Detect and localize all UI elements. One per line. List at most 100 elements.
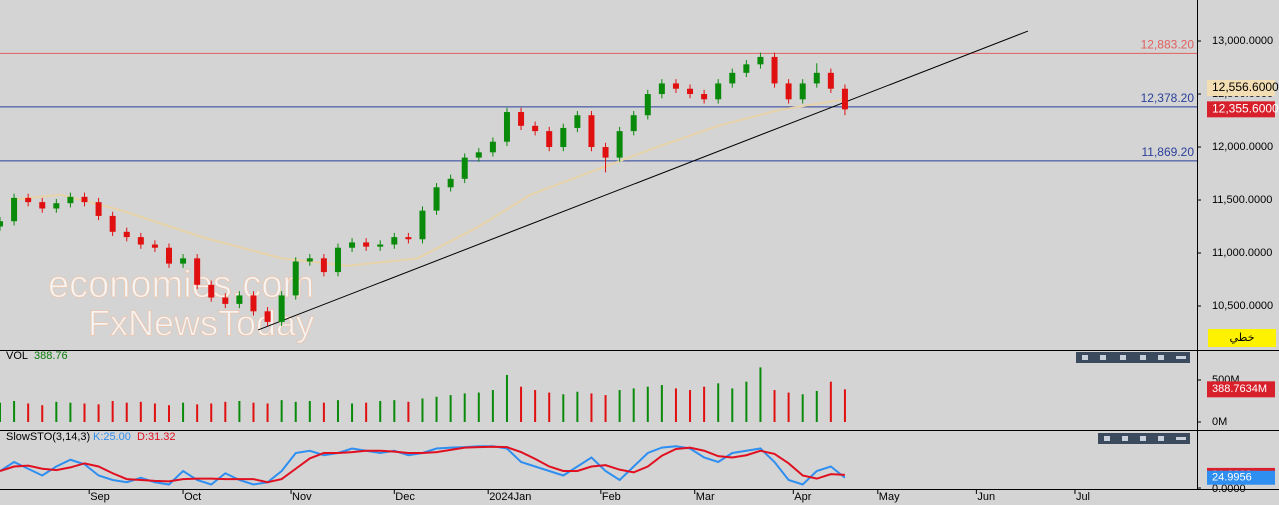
candle-body [39, 202, 46, 209]
volume-bar [27, 403, 30, 422]
volume-bar [266, 403, 269, 422]
candle-body [405, 237, 412, 240]
volume-bar [421, 398, 424, 422]
candle-body [264, 311, 271, 322]
candle-body [489, 141, 496, 153]
candle-body [250, 295, 257, 312]
volume-bar [196, 404, 199, 422]
candle-body [546, 131, 553, 148]
x-tick-label: Nov [292, 491, 312, 503]
stoch-tag-label: 24.9956 [1212, 472, 1252, 484]
volume-bar [13, 400, 16, 422]
volume-bar [520, 386, 523, 422]
candle-body [672, 83, 679, 89]
stoch-d: D:31.32 [137, 431, 176, 443]
stoch-k: K:25.00 [93, 431, 131, 443]
candle-body [433, 187, 440, 211]
y-tick-label: 11,500.0000 [1212, 194, 1272, 206]
volume-bar [449, 395, 452, 422]
volume-tick-label: 0M [1212, 416, 1227, 428]
candle-body [165, 247, 172, 264]
candle-body [461, 157, 468, 179]
candle-body [574, 115, 581, 128]
volume-bar [590, 393, 593, 422]
toolbar[interactable] [1076, 352, 1190, 363]
candle-body [194, 258, 201, 285]
candle-body [630, 115, 637, 132]
candle-body [419, 210, 426, 240]
volume-bar [801, 394, 804, 422]
candle-body [109, 215, 116, 232]
candle-body [278, 295, 285, 322]
candle-body [518, 112, 525, 126]
x-tick-label: Jul [1076, 491, 1090, 503]
volume-bar [703, 386, 706, 422]
candle-body [222, 297, 229, 304]
candle-body [841, 88, 848, 110]
volume-bar [294, 401, 297, 422]
volume-bar [534, 390, 537, 422]
x-tick-label: Oct [184, 491, 201, 503]
candle-body [560, 127, 567, 148]
candle-body [0, 221, 3, 227]
volume-bar [815, 390, 818, 422]
volume-bar [463, 393, 466, 422]
price-tag-label: 12,355.6000 [1212, 101, 1279, 115]
stoch-tag [1207, 470, 1275, 485]
volume-bar [829, 381, 832, 422]
volume-bar [41, 405, 44, 422]
candle-body [123, 231, 130, 238]
moving-average [9, 98, 846, 267]
y-tick-label: 13,000.0000 [1212, 35, 1273, 47]
volume-bar [787, 392, 790, 422]
mode-label[interactable]: خطي [1230, 332, 1255, 344]
x-tick-label: May [879, 491, 900, 503]
volume-bar [548, 392, 551, 422]
volume-bar [604, 395, 607, 422]
candle-body [363, 242, 370, 247]
volume-tag-label: 388.7634M [1212, 383, 1267, 395]
volume-bar [83, 403, 86, 422]
trendline [257, 30, 1029, 331]
volume-bar [379, 400, 382, 422]
volume-bar [731, 388, 734, 422]
volume-title: VOL [6, 350, 28, 362]
candle-body [292, 261, 299, 296]
candle-body [687, 88, 694, 95]
candle-body [616, 131, 623, 158]
volume-bar [505, 374, 508, 422]
volume-bar [252, 402, 255, 422]
volume-bar [139, 401, 142, 422]
candle-body [771, 56, 778, 84]
candle-body [391, 237, 398, 245]
candle-body [701, 94, 708, 100]
candle-body [813, 72, 820, 84]
stoch-tick-label: 0.0000 [1212, 483, 1246, 495]
volume-bar [351, 403, 354, 422]
volume-tag [1207, 381, 1275, 398]
volume-bar [689, 390, 692, 422]
y-tick-label: 11,000.0000 [1212, 247, 1272, 259]
volume-bar [238, 400, 241, 422]
volume-bar [97, 404, 100, 422]
volume-bar [491, 390, 494, 422]
candle-body [151, 244, 158, 248]
candle-body [827, 72, 834, 89]
price-tag [1207, 80, 1275, 97]
volume-bar [210, 403, 213, 422]
volume-bar [576, 391, 579, 422]
candle-body [377, 244, 384, 247]
volume-bar [646, 386, 649, 422]
volume-bar [618, 390, 621, 422]
x-tick-label: 2024Jan [489, 491, 531, 503]
price-tag-label: 12,556.6000 [1212, 80, 1279, 94]
candle-body [743, 64, 750, 73]
candle-body [532, 125, 539, 132]
volume-bar [0, 402, 1, 422]
candle-body [658, 83, 665, 95]
mode-box[interactable] [1208, 329, 1276, 347]
volume-bar [435, 396, 438, 422]
candle-body [334, 247, 341, 273]
candle-body [503, 112, 510, 142]
